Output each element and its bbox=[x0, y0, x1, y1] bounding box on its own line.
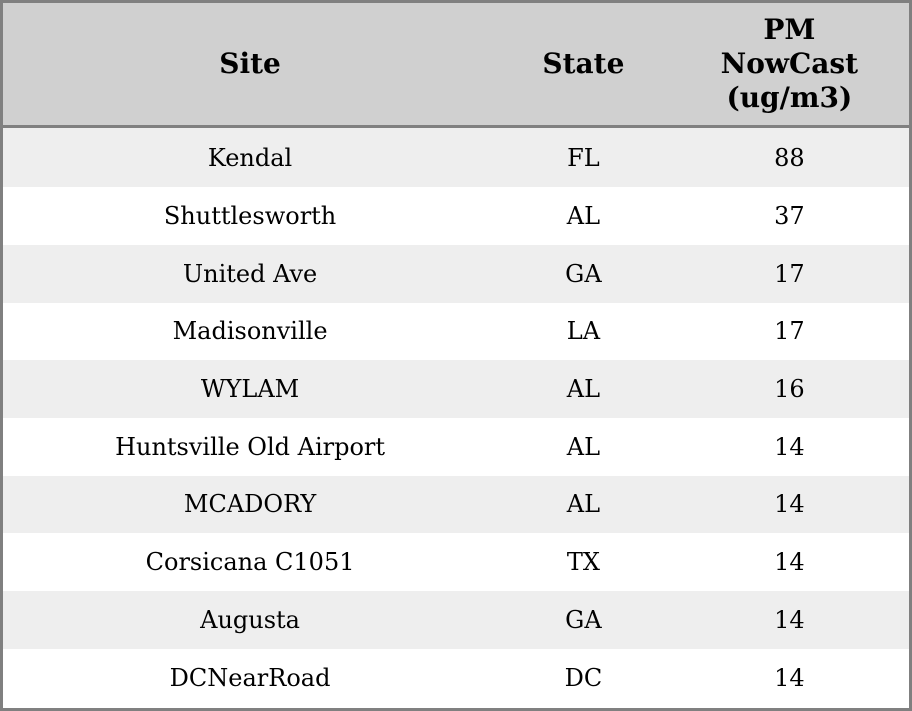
cell-pm-nowcast: 88 bbox=[774, 143, 805, 172]
cell-pm-nowcast: 14 bbox=[774, 664, 805, 693]
cell-state: DC bbox=[564, 664, 603, 693]
col-header-pm-nowcast: PM NowCast (ug/m3) bbox=[669, 1, 911, 128]
cell-site: Augusta bbox=[200, 605, 300, 634]
cell-state: AL bbox=[566, 432, 601, 461]
cell-site: Huntsville Old Airport bbox=[115, 432, 386, 461]
cell-pm-nowcast: 14 bbox=[774, 432, 805, 461]
cell-state: AL bbox=[566, 375, 601, 404]
cell-site: WYLAM bbox=[200, 375, 300, 404]
cell-site: Kendal bbox=[207, 143, 293, 172]
table-row: United Ave GA 17 bbox=[1, 244, 911, 303]
cell-pm-nowcast: 17 bbox=[774, 317, 805, 346]
cell-pm-nowcast: 14 bbox=[774, 548, 805, 577]
cell-state: AL bbox=[566, 490, 601, 519]
table-row: WYLAM AL 16 bbox=[1, 360, 911, 418]
cell-state: FL bbox=[567, 143, 600, 172]
cell-site: Shuttlesworth bbox=[163, 202, 337, 231]
cell-pm-nowcast: 37 bbox=[774, 202, 805, 231]
cell-state: TX bbox=[566, 548, 600, 577]
cell-site: DCNearRoad bbox=[169, 664, 331, 693]
cell-pm-nowcast: 17 bbox=[774, 259, 805, 288]
col-header-pm-line3: (ug/m3) bbox=[726, 81, 853, 115]
table-row: DCNearRoad DC 14 bbox=[1, 648, 911, 710]
cell-state: LA bbox=[566, 317, 601, 346]
table-row: Huntsville Old Airport AL 14 bbox=[1, 417, 911, 476]
table-row: MCADORY AL 14 bbox=[1, 475, 911, 534]
table-row: Kendal FL 88 bbox=[1, 126, 911, 188]
table-row: Augusta GA 14 bbox=[1, 590, 911, 649]
cell-site: Madisonville bbox=[172, 317, 328, 346]
cell-site: Corsicana C1051 bbox=[145, 548, 355, 577]
cell-site: United Ave bbox=[182, 259, 318, 288]
cell-pm-nowcast: 14 bbox=[774, 605, 805, 634]
cell-state: AL bbox=[566, 202, 601, 231]
cell-state: GA bbox=[565, 259, 602, 288]
cell-pm-nowcast: 16 bbox=[774, 375, 805, 404]
table-row: Madisonville LA 17 bbox=[1, 302, 911, 361]
table-row: Corsicana C1051 TX 14 bbox=[1, 533, 911, 591]
col-header-state: State bbox=[497, 1, 670, 128]
cell-state: GA bbox=[565, 605, 602, 634]
cell-pm-nowcast: 14 bbox=[774, 490, 805, 519]
table-row: Shuttlesworth AL 37 bbox=[1, 187, 911, 245]
col-header-pm-line1: PM bbox=[763, 12, 816, 46]
col-header-site: Site bbox=[1, 1, 498, 128]
cell-site: MCADORY bbox=[183, 490, 317, 519]
col-header-pm-line2: NowCast bbox=[720, 46, 859, 80]
header-row: Site State PM NowCast (ug/m3) bbox=[1, 1, 911, 128]
